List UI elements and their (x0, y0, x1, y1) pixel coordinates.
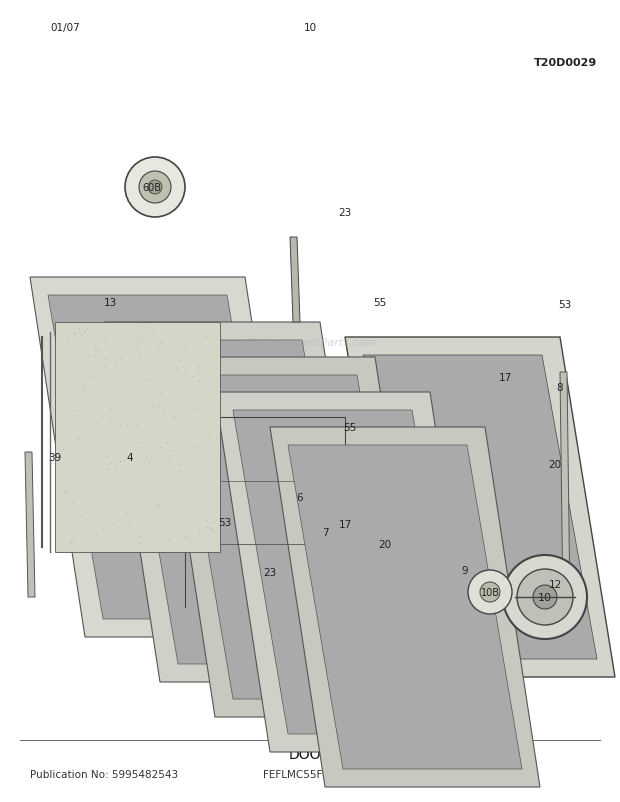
Text: FEFLMC55FCC: FEFLMC55FCC (263, 769, 337, 779)
Polygon shape (105, 322, 375, 683)
Polygon shape (290, 237, 300, 322)
Bar (55, 322, 220, 553)
Polygon shape (233, 411, 467, 734)
Text: 9: 9 (462, 565, 468, 575)
Text: 23: 23 (339, 208, 352, 217)
Text: 53: 53 (218, 517, 232, 528)
Text: 39: 39 (48, 452, 61, 463)
Circle shape (533, 585, 557, 610)
Text: 55: 55 (343, 423, 356, 432)
Circle shape (517, 569, 573, 626)
Text: 13: 13 (104, 298, 117, 308)
Text: 7: 7 (322, 528, 329, 537)
Polygon shape (123, 341, 357, 664)
Polygon shape (25, 452, 35, 597)
Text: DOOR: DOOR (289, 747, 331, 761)
Circle shape (468, 570, 512, 614)
Text: 53: 53 (559, 300, 572, 310)
Polygon shape (363, 355, 597, 659)
Text: 20: 20 (549, 460, 562, 469)
Text: 10: 10 (303, 23, 317, 33)
Polygon shape (270, 427, 540, 787)
Text: 55: 55 (373, 298, 387, 308)
Text: 4: 4 (126, 452, 133, 463)
Text: 10: 10 (538, 592, 552, 602)
Polygon shape (215, 392, 485, 752)
Text: 17: 17 (339, 520, 352, 529)
Polygon shape (48, 296, 282, 619)
Polygon shape (288, 445, 522, 769)
Text: 8: 8 (557, 383, 564, 392)
Text: 12: 12 (548, 579, 562, 589)
Text: T20D0029: T20D0029 (533, 58, 596, 68)
Text: 10B: 10B (480, 587, 500, 597)
Polygon shape (160, 358, 430, 717)
Text: 23: 23 (264, 567, 277, 577)
Text: 6: 6 (297, 492, 303, 502)
Circle shape (148, 180, 162, 195)
Circle shape (503, 555, 587, 639)
Polygon shape (178, 375, 412, 699)
Text: 60B: 60B (143, 183, 161, 192)
Polygon shape (345, 338, 615, 677)
Polygon shape (560, 373, 570, 607)
Text: 20: 20 (378, 539, 392, 549)
Text: Publication No: 5995482543: Publication No: 5995482543 (30, 769, 178, 779)
Polygon shape (30, 277, 300, 638)
Text: 17: 17 (498, 373, 511, 383)
Circle shape (480, 582, 500, 602)
Text: sReplacementParts.com: sReplacementParts.com (242, 338, 378, 347)
Text: 01/07: 01/07 (50, 23, 80, 33)
Circle shape (139, 172, 171, 204)
Circle shape (125, 158, 185, 217)
